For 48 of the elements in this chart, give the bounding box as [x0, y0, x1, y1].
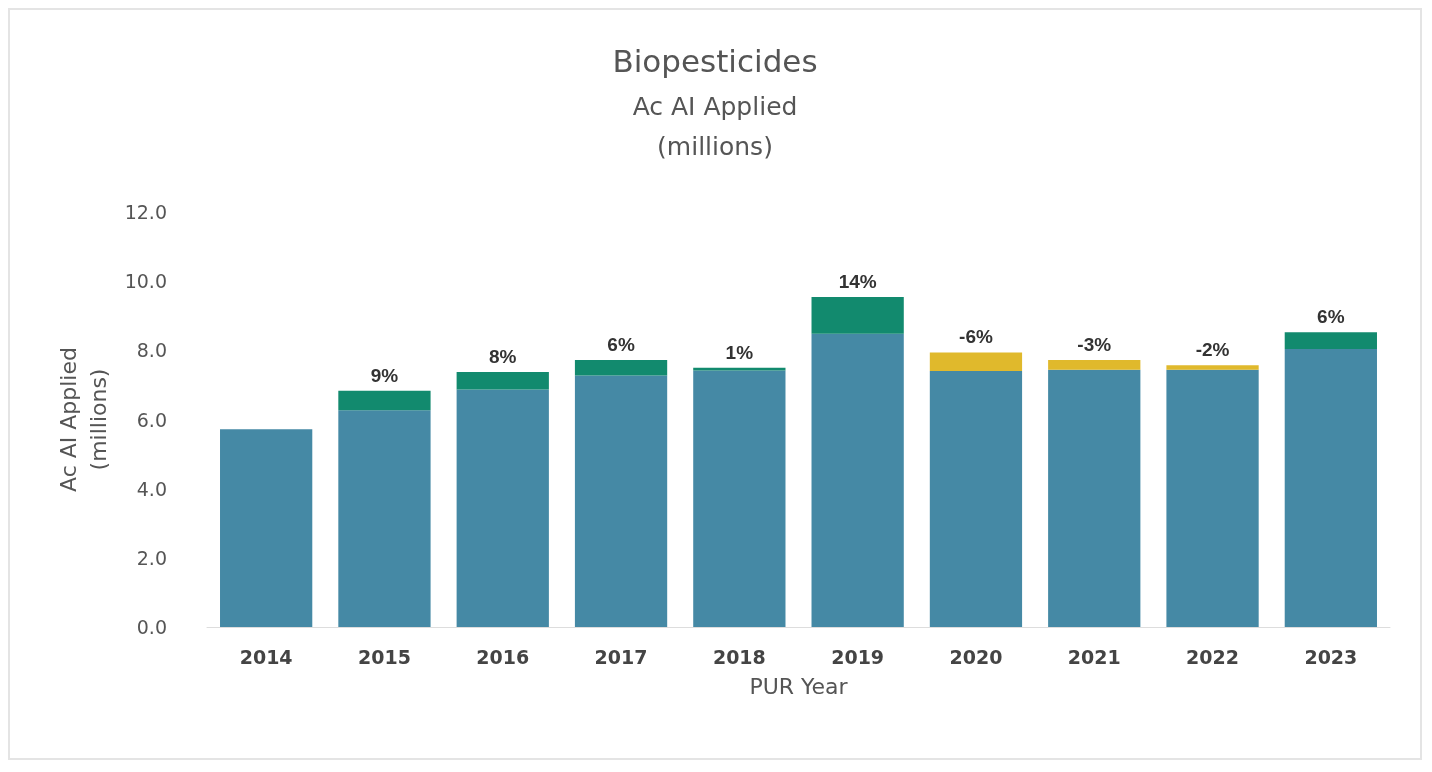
bar [1166, 365, 1259, 370]
bar [811, 297, 904, 334]
y-tick-label: 4.0 [136, 477, 167, 500]
bar [1048, 360, 1141, 370]
annotation: 1% [725, 341, 754, 363]
x-tick-label: 2018 [712, 645, 766, 668]
y-tick-label: 0.0 [136, 616, 167, 638]
x-tick-label: 2021 [1067, 645, 1121, 668]
annotation: -3% [1077, 334, 1112, 356]
bar [338, 410, 431, 627]
chart-subtitle: Ac AI Applied (millions) [632, 91, 798, 161]
y-tick-label: 12.0 [124, 201, 167, 223]
bar [338, 390, 431, 411]
y-tick-label: 6.0 [136, 408, 167, 431]
bar [1284, 332, 1377, 349]
x-tick-label: 2020 [949, 645, 1003, 668]
x-tick-label: 2022 [1186, 645, 1239, 668]
annotation: 6% [607, 334, 635, 356]
bar [456, 389, 549, 627]
annotation: 14% [838, 271, 877, 293]
bar [1166, 369, 1259, 627]
bar [220, 429, 313, 627]
x-tick-label: 2014 [239, 645, 293, 668]
bar [1284, 348, 1377, 627]
annotation: -6% [959, 326, 993, 348]
bar [1048, 369, 1141, 627]
y-axis-title: Ac AI Applied (millions) [56, 347, 112, 492]
x-tick-label: 2019 [831, 645, 885, 668]
bar [456, 372, 549, 390]
x-tick-label: 2015 [358, 645, 411, 668]
annotation: 8% [489, 346, 517, 368]
annotation: 6% [1317, 306, 1345, 328]
bar [811, 333, 904, 627]
bar [574, 375, 668, 627]
x-axis-title: PUR Year [749, 673, 849, 699]
annotation: 9% [370, 364, 399, 386]
annotation: -2% [1195, 339, 1230, 361]
bar [929, 352, 1023, 372]
bar [693, 370, 786, 627]
y-tick-label: 2.0 [136, 546, 167, 569]
bar [574, 360, 668, 376]
y-tick-label: 8.0 [136, 339, 167, 362]
x-tick-label: 2023 [1304, 645, 1358, 668]
x-tick-label: 2016 [476, 645, 530, 668]
y-tick-label: 10.0 [124, 270, 167, 293]
x-tick-label: 2017 [594, 645, 648, 668]
bar [929, 371, 1023, 627]
chart-title: Biopesticides [612, 42, 818, 79]
